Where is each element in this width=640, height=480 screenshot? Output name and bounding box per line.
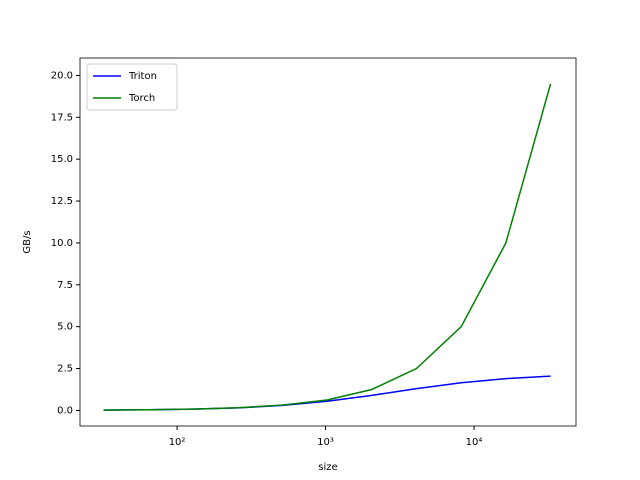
line xyxy=(103,83,552,411)
y-tick-label: 2.5 xyxy=(57,364,73,375)
y-tick-label: 20.0 xyxy=(51,70,73,81)
x-tick-label: 10² xyxy=(169,437,186,448)
y-tick-label: 7.5 xyxy=(57,280,73,291)
x-tick-label: 10³ xyxy=(317,437,334,448)
y-tick-label: 15.0 xyxy=(51,154,73,165)
y-axis-label: GB/s xyxy=(22,230,33,253)
y-tick-label: 17.5 xyxy=(51,112,73,123)
y-tick-label: 10.0 xyxy=(51,238,73,249)
legend-label: Torch xyxy=(128,93,155,104)
x-axis-label: size xyxy=(318,462,337,473)
x-tick-label: 10⁴ xyxy=(466,437,483,448)
y-tick-label: 12.5 xyxy=(51,196,73,207)
y-tick-label: 0.0 xyxy=(57,405,73,416)
legend-label: Triton xyxy=(128,71,157,82)
plot-frame xyxy=(79,57,577,427)
y-tick-label: 5.0 xyxy=(57,322,73,333)
